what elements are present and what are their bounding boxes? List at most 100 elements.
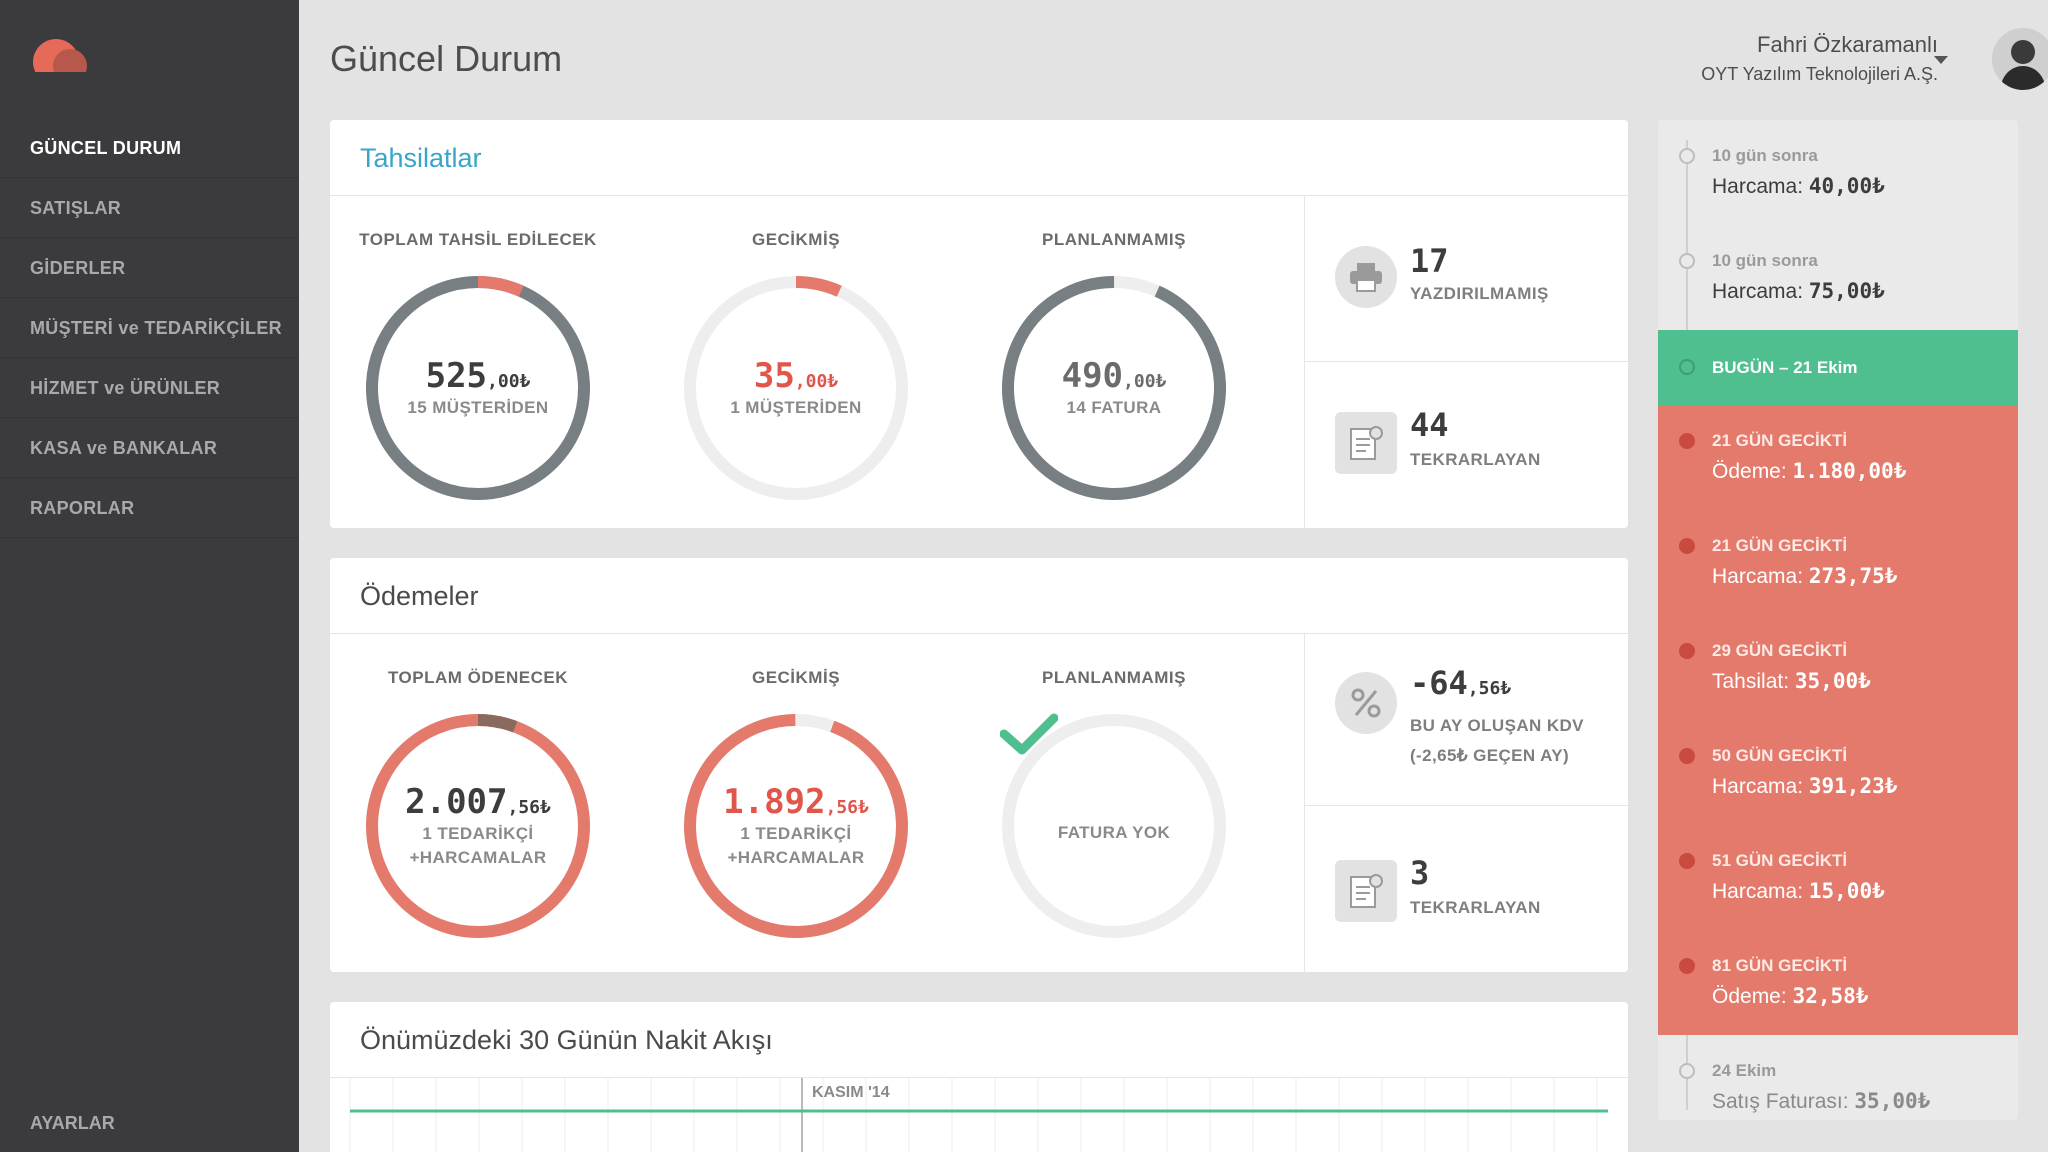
timeline-when: 29 GÜN GECİKTİ <box>1712 641 1848 660</box>
tahsilatlar-card: Tahsilatlar TOPLAM TAHSİL EDİLECEK 525,0… <box>330 120 1628 528</box>
gauge-label: GECİKMİŞ <box>751 230 841 249</box>
timeline-dot-icon <box>1679 359 1695 375</box>
gauge-label: GECİKMİŞ <box>751 668 841 687</box>
gauge-arc <box>1002 276 1226 500</box>
app-logo[interactable] <box>30 36 92 86</box>
alert-dot-icon <box>1679 958 1695 974</box>
alert-dot-icon <box>1679 748 1695 764</box>
timeline-panel: 10 gün sonra Harcama: 40,00₺ 10 gün sonr… <box>1658 120 2018 1120</box>
gauge-amount: 2.007 <box>405 782 508 822</box>
printer-icon <box>1335 246 1397 308</box>
page-title: Güncel Durum <box>330 38 563 79</box>
gauge-sub: 1 MÜŞTERİDEN <box>730 398 862 417</box>
timeline-amount: 40,00₺ <box>1808 174 1885 198</box>
stat-number: 44 <box>1410 406 1449 444</box>
avatar[interactable] <box>1992 28 2048 90</box>
gauge-decimal: ,56₺ <box>825 797 869 818</box>
gauge-label: TOPLAM ÖDENECEK <box>387 668 569 687</box>
timeline-when: 51 GÜN GECİKTİ <box>1712 851 1848 870</box>
sidebar-item-raporlar[interactable]: RAPORLAR <box>0 478 299 538</box>
divider <box>1304 634 1305 972</box>
timeline-kind: Harcama: <box>1712 775 1804 798</box>
timeline-item-late[interactable]: 81 GÜN GECİKTİ Ödeme: 32,58₺ <box>1658 930 2018 1035</box>
tahsilatlar-title: Tahsilatlar <box>330 120 1628 196</box>
gauge-planlanmamis-odeme[interactable]: PLANLANMAMIŞ FATURA YOK <box>994 668 1234 940</box>
chevron-down-icon[interactable] <box>1934 56 1948 64</box>
timeline-kind: Harcama: <box>1712 175 1804 198</box>
nakit-akisi-title: Önümüzdeki 30 Günün Nakit Akışı <box>330 1002 1628 1078</box>
kdv-decimal: ,56₺ <box>1467 678 1512 699</box>
gauge-decimal: ,00₺ <box>1123 371 1167 392</box>
user-company: OYT Yazılım Teknolojileri A.Ş. <box>1701 64 1938 84</box>
timeline-when: 10 gün sonra <box>1712 251 1818 270</box>
kdv-previous: (-2,65₺ GEÇEN AY) <box>1410 746 1570 765</box>
timeline-dot-icon <box>1679 253 1695 269</box>
gauge-toplam-odenecek[interactable]: TOPLAM ÖDENECEK 2.007,56₺ 1 TEDARİKÇİ +H… <box>358 668 598 940</box>
sidebar-nav: GÜNCEL DURUM SATIŞLAR GİDERLER MÜŞTERİ v… <box>0 118 299 538</box>
timeline-when: 10 gün sonra <box>1712 146 1818 165</box>
divider <box>1304 196 1305 528</box>
alert-dot-icon <box>1679 433 1695 449</box>
gauge-toplam-tahsil[interactable]: TOPLAM TAHSİL EDİLECEK 525,00₺ 15 MÜŞTER… <box>358 230 598 502</box>
timeline-amount: 35,00₺ <box>1794 669 1871 693</box>
timeline-item-late[interactable]: 21 GÜN GECİKTİ Ödeme: 1.180,00₺ <box>1658 405 2018 510</box>
timeline-kind: Ödeme: <box>1712 985 1787 1008</box>
timeline-kind: Harcama: <box>1712 565 1804 588</box>
timeline-item[interactable]: 10 gün sonra Harcama: 75,00₺ <box>1658 225 2018 330</box>
user-info[interactable]: Fahri Özkaramanlı OYT Yazılım Teknolojil… <box>1701 32 1938 85</box>
stat-tekrarlayan-odeme[interactable]: 3 TEKRARLAYAN <box>1305 806 1628 972</box>
timeline-kind: Tahsilat: <box>1712 670 1790 693</box>
stat-yazdirilmamis[interactable]: 17 YAZDIRILMAMIŞ <box>1305 196 1628 362</box>
check-circle-icon <box>1679 1063 1695 1079</box>
timeline-when: 21 GÜN GECİKTİ <box>1712 431 1848 450</box>
timeline-today: BUGÜN – 21 Ekim <box>1658 330 2018 405</box>
sidebar-item-musteri-tedarikciler[interactable]: MÜŞTERİ ve TEDARİKÇİLER <box>0 298 299 358</box>
stat-label: TEKRARLAYAN <box>1410 450 1541 469</box>
timeline-amount: 32,58₺ <box>1792 984 1869 1008</box>
alert-dot-icon <box>1679 853 1695 869</box>
gauge-amount: 35 <box>753 356 795 396</box>
timeline-kind: Harcama: <box>1712 880 1804 903</box>
timeline-item-late[interactable]: 29 GÜN GECİKTİ Tahsilat: 35,00₺ <box>1658 615 2018 720</box>
timeline-item-late[interactable]: 21 GÜN GECİKTİ Harcama: 273,75₺ <box>1658 510 2018 615</box>
sidebar-item-giderler[interactable]: GİDERLER <box>0 238 299 298</box>
stat-number: 17 <box>1410 242 1449 280</box>
stat-tekrarlayan[interactable]: 44 TEKRARLAYAN <box>1305 362 1628 528</box>
sidebar: GÜNCEL DURUM SATIŞLAR GİDERLER MÜŞTERİ v… <box>0 0 299 1152</box>
timeline-dot-icon <box>1679 148 1695 164</box>
stat-label: YAZDIRILMAMIŞ <box>1410 284 1549 303</box>
gauge-amount: 1.892 <box>723 782 826 822</box>
gauge-sub: +HARCAMALAR <box>727 848 865 867</box>
gauge-arc <box>366 714 590 938</box>
timeline-amount: 35,00₺ <box>1854 1089 1931 1113</box>
stat-number: 3 <box>1410 854 1430 892</box>
sidebar-item-hizmet-urunler[interactable]: HİZMET ve ÜRÜNLER <box>0 358 299 418</box>
cash-flow-chart[interactable] <box>330 1078 1628 1152</box>
gauge-gecikmis-tahsil[interactable]: GECİKMİŞ 35,00₺ 1 MÜŞTERİDEN <box>676 230 916 502</box>
timeline-item-past[interactable]: 24 Ekim Satış Faturası: 35,00₺ <box>1658 1035 2018 1120</box>
timeline-item[interactable]: 10 gün sonra Harcama: 40,00₺ <box>1658 120 2018 225</box>
timeline-amount: 391,23₺ <box>1808 774 1898 798</box>
gauge-label: TOPLAM TAHSİL EDİLECEK <box>359 230 597 249</box>
alert-dot-icon <box>1679 643 1695 659</box>
sidebar-item-satislar[interactable]: SATIŞLAR <box>0 178 299 238</box>
sidebar-item-ayarlar[interactable]: AYARLAR <box>30 1113 115 1133</box>
timeline-when: 21 GÜN GECİKTİ <box>1712 536 1848 555</box>
gauge-arc <box>684 276 908 500</box>
today-label: BUGÜN – 21 Ekim <box>1712 358 1858 377</box>
gauge-label: PLANLANMAMIŞ <box>1042 668 1186 687</box>
recurring-document-icon <box>1335 412 1397 474</box>
timeline-item-late[interactable]: 51 GÜN GECİKTİ Harcama: 15,00₺ <box>1658 825 2018 930</box>
timeline-item-late[interactable]: 50 GÜN GECİKTİ Harcama: 391,23₺ <box>1658 720 2018 825</box>
user-name: Fahri Özkaramanlı <box>1757 32 1938 57</box>
sidebar-item-kasa-bankalar[interactable]: KASA ve BANKALAR <box>0 418 299 478</box>
gauge-gecikmis-odeme[interactable]: GECİKMİŞ 1.892,56₺ 1 TEDARİKÇİ +HARCAMAL… <box>676 668 916 940</box>
gauge-label: PLANLANMAMIŞ <box>1042 230 1186 249</box>
timeline-kind: Harcama: <box>1712 280 1804 303</box>
stat-kdv[interactable]: -64,56₺ BU AY OLUŞAN KDV (-2,65₺ GEÇEN A… <box>1305 634 1628 806</box>
gauge-planlanmamis-tahsil[interactable]: PLANLANMAMIŞ 490,00₺ 14 FATURA <box>994 230 1234 502</box>
sidebar-item-guncel-durum[interactable]: GÜNCEL DURUM <box>0 118 299 178</box>
percent-icon <box>1335 672 1397 734</box>
stat-label: TEKRARLAYAN <box>1410 898 1541 917</box>
timeline-kind: Satış Faturası: <box>1712 1090 1849 1113</box>
